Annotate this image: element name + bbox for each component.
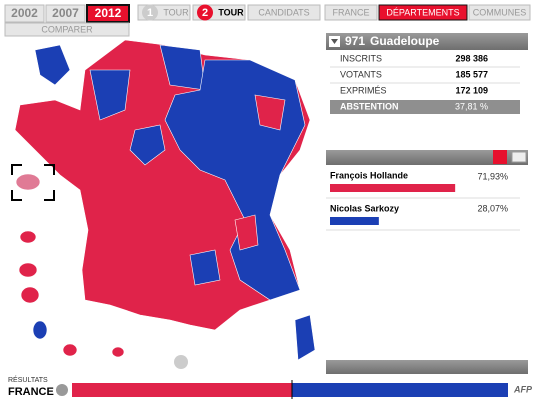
results-label: RÉSULTATS <box>8 375 48 384</box>
national-bar-right <box>292 383 508 397</box>
region <box>129 124 166 166</box>
round-label: TOUR <box>218 7 244 17</box>
region <box>254 94 286 131</box>
region-name: Guadeloupe <box>370 34 440 48</box>
region <box>234 214 259 251</box>
year-button[interactable] <box>45 4 86 23</box>
year-button-active[interactable] <box>86 4 130 23</box>
score-bar <box>330 184 456 192</box>
round-icon <box>197 4 213 21</box>
stat-label: VOTANTS <box>340 69 382 79</box>
dropdown-arrow <box>331 39 338 44</box>
compare-label: COMPARER <box>41 24 93 34</box>
region-code: 971 <box>345 34 365 48</box>
score-bars <box>330 184 456 225</box>
map <box>14 39 316 361</box>
stat-value: 185 577 <box>455 69 488 79</box>
panel-footer <box>326 360 528 374</box>
candidate-score: 71,93% <box>477 171 508 181</box>
stat-label: ABSTENTION <box>340 101 399 111</box>
round-icon <box>142 4 158 21</box>
overseas <box>19 230 37 244</box>
panel-header <box>326 33 528 50</box>
tab-label: COMMUNES <box>473 7 527 17</box>
year-label: 2002 <box>11 6 38 20</box>
abstention-row <box>330 100 520 114</box>
stat-value: 37,81 % <box>455 101 488 111</box>
share-icon[interactable] <box>493 150 507 164</box>
overseas <box>18 262 38 278</box>
candidate-name: Nicolas Sarkozy <box>330 203 399 213</box>
panel-header <box>326 150 528 165</box>
stats-table: INSCRITS 298 386 VOTANTS 185 577 EXPRIMÉ… <box>330 53 520 114</box>
round-number: 2 <box>202 7 208 19</box>
tab[interactable] <box>247 4 321 21</box>
info-icon[interactable] <box>56 384 68 396</box>
logo: AFP <box>513 384 533 394</box>
round-number: 1 <box>147 7 153 19</box>
score-bar <box>330 217 379 225</box>
overseas <box>20 286 40 304</box>
compare-button[interactable] <box>4 22 130 37</box>
tab-label: DÉPARTEMENTS <box>386 7 459 17</box>
candidate-name: François Hollande <box>330 170 408 180</box>
round-label: TOUR <box>163 7 189 17</box>
tab[interactable] <box>468 4 531 21</box>
candidate-score: 28,07% <box>477 203 508 213</box>
stat-value: 172 109 <box>455 85 488 95</box>
stat-label: EXPRIMÉS <box>340 85 387 95</box>
region <box>189 249 221 286</box>
national-bar-left <box>72 383 292 397</box>
tab-active[interactable] <box>378 4 468 21</box>
selection-frame <box>11 164 55 201</box>
year-label: 2007 <box>52 6 79 20</box>
scope-label: FRANCE <box>8 386 54 398</box>
year-button[interactable] <box>4 4 45 23</box>
overseas <box>111 346 125 358</box>
overseas <box>62 343 78 357</box>
tab[interactable] <box>324 4 378 21</box>
overseas <box>32 320 48 340</box>
mail-icon[interactable] <box>511 151 527 163</box>
region <box>89 69 131 121</box>
tab-label: CANDIDATS <box>258 7 309 17</box>
tab-label: FRANCE <box>332 7 369 17</box>
zoom-button[interactable] <box>174 355 188 369</box>
overseas <box>15 173 41 191</box>
stat-label: INSCRITS <box>340 53 382 63</box>
corsica <box>294 314 316 361</box>
year-label: 2012 <box>95 6 122 20</box>
region <box>34 44 71 86</box>
stat-value: 298 386 <box>455 53 488 63</box>
